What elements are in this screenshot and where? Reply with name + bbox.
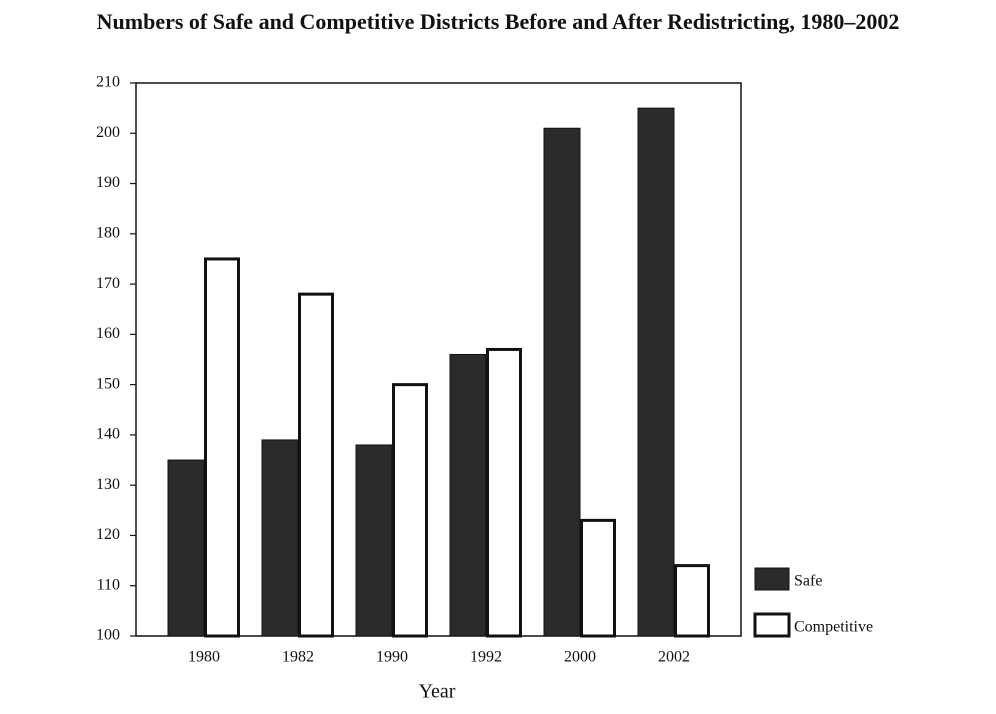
bar xyxy=(167,459,205,637)
x-tick-label: 1990 xyxy=(376,649,408,666)
bar xyxy=(392,383,428,638)
y-tick-label: 180 xyxy=(96,224,120,241)
x-tick-label: 1980 xyxy=(188,649,220,666)
legend-label: Competitive xyxy=(794,619,873,636)
plot-frame xyxy=(135,82,742,637)
y-tick-label: 210 xyxy=(96,74,120,91)
y-tick-label: 110 xyxy=(97,576,120,593)
bar xyxy=(543,127,581,637)
bar xyxy=(298,292,334,638)
y-tick-label: 160 xyxy=(96,325,120,342)
legend-swatch xyxy=(754,567,790,591)
legend-swatch xyxy=(753,612,791,638)
x-tick-label: 2002 xyxy=(658,649,690,666)
x-axis-title: Year xyxy=(419,681,456,703)
bar xyxy=(261,439,299,637)
y-tick-label: 130 xyxy=(96,476,120,493)
bar xyxy=(486,347,522,638)
bar xyxy=(674,564,710,638)
x-tick-label: 2000 xyxy=(564,649,596,666)
bar xyxy=(637,107,675,637)
x-tick-label: 1992 xyxy=(470,649,502,666)
x-tick-label: 1982 xyxy=(282,649,314,666)
y-tick-label: 100 xyxy=(96,627,120,644)
bar xyxy=(204,257,240,638)
chart-title: Numbers of Safe and Competitive District… xyxy=(97,9,900,34)
y-tick-label: 190 xyxy=(96,174,120,191)
bar xyxy=(449,353,487,637)
y-tick-label: 120 xyxy=(96,526,120,543)
y-tick-label: 140 xyxy=(96,426,120,443)
bar xyxy=(355,444,393,637)
bar xyxy=(580,518,616,638)
y-tick-label: 150 xyxy=(96,375,120,392)
y-tick-label: 170 xyxy=(96,275,120,292)
y-tick-label: 200 xyxy=(96,124,120,141)
legend-label: Safe xyxy=(794,573,822,590)
